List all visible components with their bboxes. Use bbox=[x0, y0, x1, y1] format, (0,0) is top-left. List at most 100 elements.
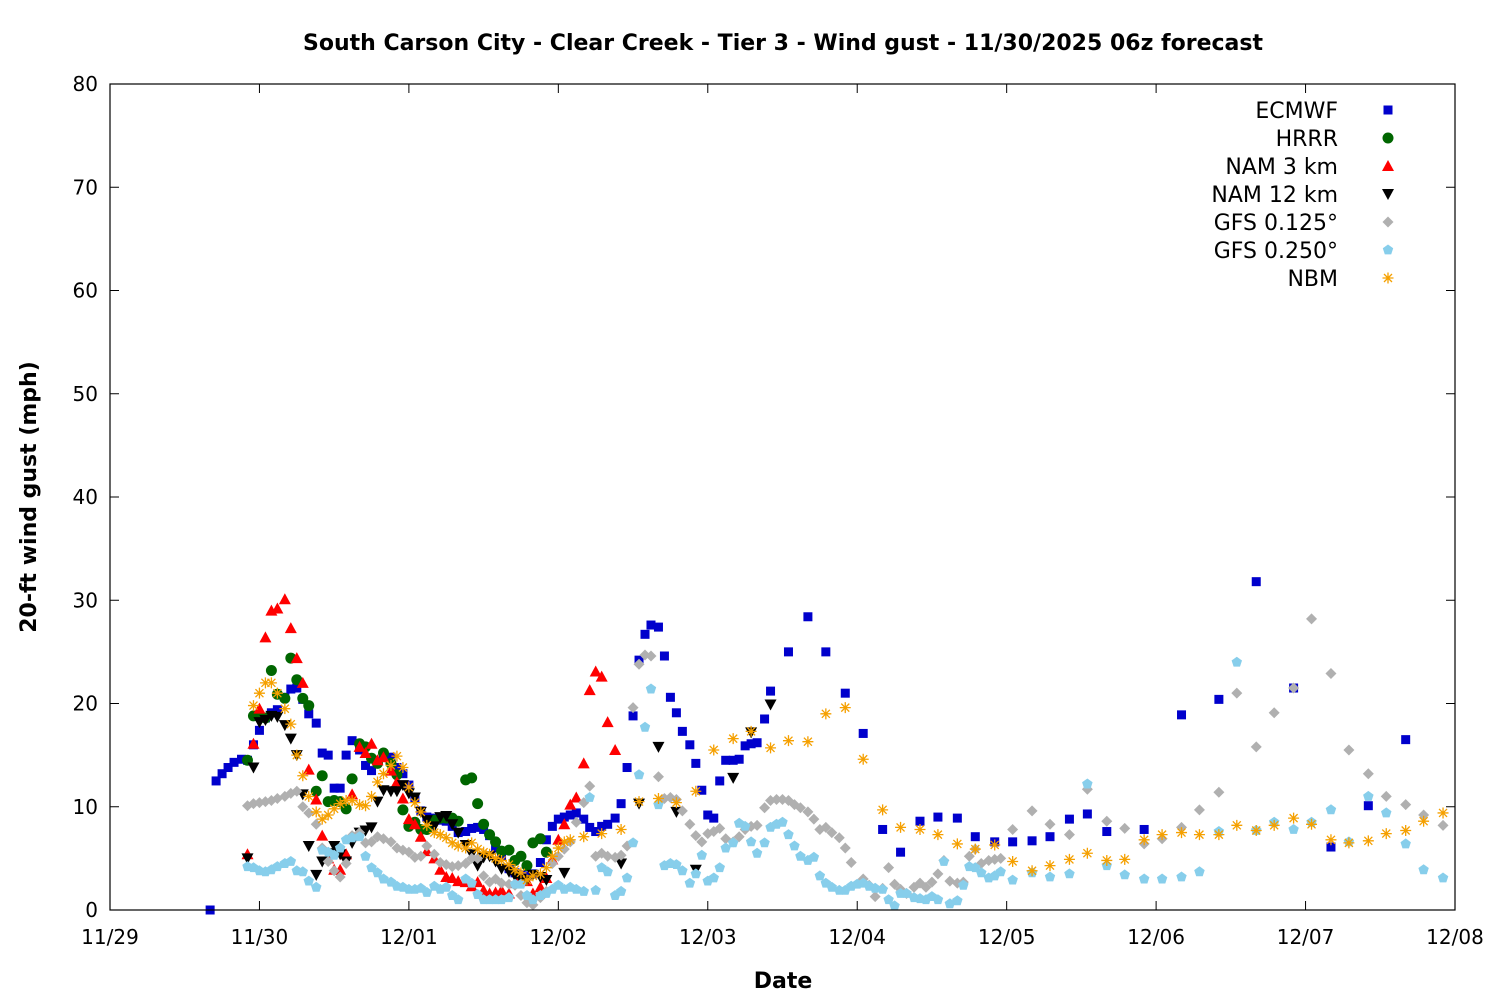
data-point bbox=[441, 881, 452, 892]
data-point bbox=[1362, 768, 1374, 780]
data-point bbox=[372, 776, 384, 788]
data-point bbox=[452, 827, 465, 839]
data-point bbox=[765, 742, 777, 754]
data-point bbox=[316, 770, 328, 782]
data-point bbox=[346, 773, 358, 785]
data-point bbox=[601, 716, 614, 728]
x-axis-label: Date bbox=[754, 969, 813, 994]
data-point bbox=[889, 878, 901, 890]
data-point bbox=[1007, 855, 1019, 867]
data-point bbox=[415, 806, 427, 818]
data-point bbox=[408, 818, 421, 830]
data-point bbox=[367, 766, 377, 776]
data-point bbox=[303, 807, 315, 819]
data-point bbox=[676, 805, 688, 817]
data-point bbox=[366, 836, 378, 848]
data-point bbox=[322, 809, 334, 821]
data-point bbox=[1250, 824, 1262, 836]
data-point bbox=[1063, 853, 1075, 865]
data-point bbox=[328, 865, 340, 877]
data-point bbox=[690, 868, 702, 879]
x-tick-label: 12/03 bbox=[679, 925, 737, 949]
data-point bbox=[783, 829, 794, 840]
data-point bbox=[628, 711, 638, 721]
data-point bbox=[1139, 824, 1149, 834]
data-point bbox=[334, 798, 346, 810]
data-point bbox=[1306, 613, 1318, 625]
data-point bbox=[310, 785, 322, 797]
data-point bbox=[621, 872, 633, 883]
data-point bbox=[1418, 864, 1429, 875]
data-point bbox=[1306, 818, 1318, 830]
data-point bbox=[1044, 818, 1056, 830]
data-point bbox=[503, 859, 515, 871]
data-point bbox=[857, 753, 869, 765]
data-point bbox=[446, 819, 459, 831]
data-point bbox=[610, 813, 620, 823]
data-point bbox=[883, 862, 895, 874]
data-point bbox=[821, 647, 831, 657]
data-point bbox=[478, 818, 490, 830]
data-point bbox=[372, 867, 383, 878]
data-point bbox=[290, 652, 303, 664]
data-point bbox=[446, 871, 459, 883]
data-point bbox=[311, 718, 321, 728]
data-point bbox=[291, 749, 303, 761]
data-point bbox=[490, 836, 502, 848]
data-point bbox=[684, 877, 696, 888]
data-point bbox=[304, 709, 314, 719]
data-point bbox=[633, 796, 645, 808]
data-point bbox=[915, 816, 925, 826]
data-point bbox=[1325, 804, 1337, 815]
data-point bbox=[311, 881, 322, 892]
data-point bbox=[833, 832, 845, 844]
data-point bbox=[346, 832, 358, 843]
data-point bbox=[515, 878, 527, 889]
data-point bbox=[247, 762, 260, 774]
data-point bbox=[1176, 827, 1188, 839]
data-point bbox=[570, 791, 583, 803]
data-point bbox=[360, 800, 372, 812]
x-tick-label: 12/05 bbox=[978, 925, 1036, 949]
legend-label: NAM 3 km bbox=[1225, 155, 1338, 180]
data-point bbox=[652, 771, 664, 783]
data-point bbox=[278, 593, 291, 605]
data-point bbox=[721, 755, 731, 765]
data-point bbox=[728, 755, 738, 765]
y-axis-label: 20-ft wind gust (mph) bbox=[17, 361, 42, 633]
data-point bbox=[1343, 744, 1355, 756]
data-point bbox=[466, 852, 478, 864]
data-point bbox=[597, 821, 607, 831]
data-point bbox=[691, 758, 701, 768]
data-point bbox=[578, 885, 589, 896]
y-tick-label: 30 bbox=[73, 588, 98, 612]
data-point bbox=[671, 708, 681, 718]
data-point bbox=[421, 819, 433, 831]
data-point bbox=[365, 737, 378, 749]
data-point bbox=[334, 871, 346, 883]
data-point bbox=[1437, 872, 1449, 883]
data-point bbox=[515, 850, 527, 862]
data-point bbox=[1176, 871, 1187, 882]
data-point bbox=[247, 700, 259, 712]
data-point bbox=[671, 859, 682, 869]
data-point bbox=[696, 849, 707, 860]
data-point bbox=[1381, 807, 1392, 818]
data-point bbox=[461, 827, 471, 837]
data-point bbox=[1119, 822, 1131, 834]
data-point bbox=[1177, 710, 1187, 720]
data-point bbox=[302, 840, 315, 852]
data-point bbox=[714, 862, 725, 873]
data-point bbox=[640, 629, 650, 639]
data-point bbox=[839, 842, 851, 854]
data-point bbox=[759, 837, 770, 848]
data-point bbox=[670, 797, 682, 809]
data-point bbox=[633, 658, 645, 670]
data-point bbox=[223, 763, 233, 773]
data-point bbox=[645, 650, 657, 662]
data-point bbox=[509, 864, 521, 876]
x-tick-label: 12/06 bbox=[1127, 925, 1185, 949]
data-point bbox=[452, 875, 465, 887]
data-point bbox=[584, 792, 595, 802]
